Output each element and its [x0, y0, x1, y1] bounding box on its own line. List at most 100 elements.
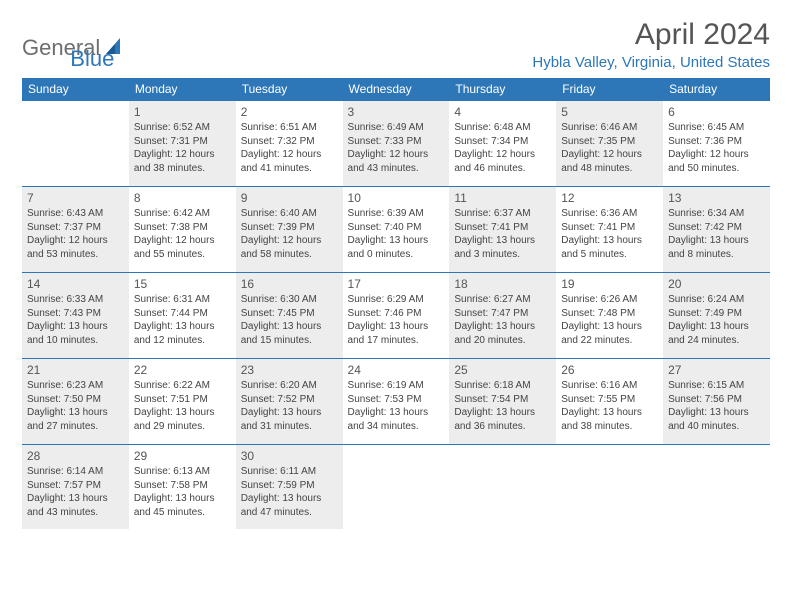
day-info-line: Sunrise: 6:30 AM	[241, 293, 338, 307]
title-block: April 2024 Hybla Valley, Virginia, Unite…	[532, 18, 770, 71]
calendar-body: 1Sunrise: 6:52 AMSunset: 7:31 PMDaylight…	[22, 101, 770, 529]
day-number: 11	[454, 190, 551, 206]
day-info-line: and 27 minutes.	[27, 420, 124, 434]
day-info-line: Sunrise: 6:37 AM	[454, 207, 551, 221]
calendar-cell: 16Sunrise: 6:30 AMSunset: 7:45 PMDayligh…	[236, 273, 343, 359]
day-number: 14	[27, 276, 124, 292]
day-number: 10	[348, 190, 445, 206]
day-info-line: Daylight: 12 hours	[27, 234, 124, 248]
day-info-line: Daylight: 13 hours	[561, 406, 658, 420]
day-info-line: Sunset: 7:47 PM	[454, 307, 551, 321]
day-info-line: Sunset: 7:43 PM	[27, 307, 124, 321]
day-number: 22	[134, 362, 231, 378]
calendar-cell: 14Sunrise: 6:33 AMSunset: 7:43 PMDayligh…	[22, 273, 129, 359]
logo-text-blue: Blue	[70, 46, 114, 72]
day-info-line: Sunrise: 6:11 AM	[241, 465, 338, 479]
day-info-line: Daylight: 13 hours	[348, 320, 445, 334]
day-info-line: Sunset: 7:42 PM	[668, 221, 765, 235]
day-info-line: Sunset: 7:53 PM	[348, 393, 445, 407]
day-info-line: and 34 minutes.	[348, 420, 445, 434]
day-info-line: Sunset: 7:51 PM	[134, 393, 231, 407]
calendar-cell: 2Sunrise: 6:51 AMSunset: 7:32 PMDaylight…	[236, 101, 343, 187]
location-subtitle: Hybla Valley, Virginia, United States	[532, 54, 770, 71]
day-info-line: Sunset: 7:55 PM	[561, 393, 658, 407]
calendar-cell: 11Sunrise: 6:37 AMSunset: 7:41 PMDayligh…	[449, 187, 556, 273]
calendar-cell	[22, 101, 129, 187]
day-info-line: Sunrise: 6:52 AM	[134, 121, 231, 135]
day-info-line: Sunset: 7:54 PM	[454, 393, 551, 407]
day-number: 6	[668, 104, 765, 120]
day-number: 21	[27, 362, 124, 378]
calendar-cell: 5Sunrise: 6:46 AMSunset: 7:35 PMDaylight…	[556, 101, 663, 187]
day-info-line: Sunrise: 6:45 AM	[668, 121, 765, 135]
day-info-line: Sunrise: 6:51 AM	[241, 121, 338, 135]
day-info-line: and 58 minutes.	[241, 248, 338, 262]
day-info-line: Sunrise: 6:27 AM	[454, 293, 551, 307]
day-info-line: Sunset: 7:35 PM	[561, 135, 658, 149]
calendar-cell	[556, 445, 663, 529]
day-info-line: Daylight: 12 hours	[454, 148, 551, 162]
day-info-line: Daylight: 13 hours	[134, 492, 231, 506]
header: General Blue April 2024 Hybla Valley, Vi…	[22, 18, 770, 72]
day-info-line: and 15 minutes.	[241, 334, 338, 348]
calendar-cell: 29Sunrise: 6:13 AMSunset: 7:58 PMDayligh…	[129, 445, 236, 529]
day-number: 4	[454, 104, 551, 120]
day-info-line: Sunset: 7:46 PM	[348, 307, 445, 321]
day-info-line: Sunset: 7:32 PM	[241, 135, 338, 149]
day-info-line: and 47 minutes.	[241, 506, 338, 520]
day-info-line: and 53 minutes.	[27, 248, 124, 262]
day-info-line: Daylight: 13 hours	[348, 234, 445, 248]
day-info-line: Sunset: 7:41 PM	[561, 221, 658, 235]
day-number: 26	[561, 362, 658, 378]
day-info-line: and 36 minutes.	[454, 420, 551, 434]
calendar-cell: 28Sunrise: 6:14 AMSunset: 7:57 PMDayligh…	[22, 445, 129, 529]
day-number: 7	[27, 190, 124, 206]
calendar-cell: 8Sunrise: 6:42 AMSunset: 7:38 PMDaylight…	[129, 187, 236, 273]
calendar-cell: 25Sunrise: 6:18 AMSunset: 7:54 PMDayligh…	[449, 359, 556, 445]
day-info-line: Sunset: 7:50 PM	[27, 393, 124, 407]
day-info-line: Sunset: 7:48 PM	[561, 307, 658, 321]
day-info-line: Sunrise: 6:39 AM	[348, 207, 445, 221]
day-info-line: Sunset: 7:52 PM	[241, 393, 338, 407]
calendar-cell	[343, 445, 450, 529]
day-info-line: and 50 minutes.	[668, 162, 765, 176]
day-header: Wednesday	[343, 78, 450, 101]
day-info-line: Daylight: 13 hours	[241, 406, 338, 420]
day-number: 17	[348, 276, 445, 292]
day-info-line: Sunset: 7:37 PM	[27, 221, 124, 235]
day-header: Monday	[129, 78, 236, 101]
day-info-line: Sunrise: 6:14 AM	[27, 465, 124, 479]
day-header: Sunday	[22, 78, 129, 101]
day-info-line: Daylight: 13 hours	[668, 406, 765, 420]
day-info-line: Sunset: 7:34 PM	[454, 135, 551, 149]
day-info-line: Sunset: 7:41 PM	[454, 221, 551, 235]
day-header: Friday	[556, 78, 663, 101]
day-header: Saturday	[663, 78, 770, 101]
day-info-line: Sunrise: 6:31 AM	[134, 293, 231, 307]
calendar-cell: 15Sunrise: 6:31 AMSunset: 7:44 PMDayligh…	[129, 273, 236, 359]
calendar-cell: 26Sunrise: 6:16 AMSunset: 7:55 PMDayligh…	[556, 359, 663, 445]
day-info-line: Daylight: 13 hours	[454, 234, 551, 248]
day-info-line: Sunrise: 6:15 AM	[668, 379, 765, 393]
calendar-cell	[663, 445, 770, 529]
day-info-line: Daylight: 13 hours	[241, 492, 338, 506]
calendar-table: SundayMondayTuesdayWednesdayThursdayFrid…	[22, 78, 770, 529]
day-info-line: and 31 minutes.	[241, 420, 338, 434]
day-info-line: Sunset: 7:38 PM	[134, 221, 231, 235]
day-info-line: Daylight: 13 hours	[561, 234, 658, 248]
day-number: 30	[241, 448, 338, 464]
day-info-line: Sunrise: 6:19 AM	[348, 379, 445, 393]
day-info-line: Sunrise: 6:23 AM	[27, 379, 124, 393]
day-info-line: and 38 minutes.	[561, 420, 658, 434]
day-number: 5	[561, 104, 658, 120]
calendar-cell: 27Sunrise: 6:15 AMSunset: 7:56 PMDayligh…	[663, 359, 770, 445]
calendar-cell: 9Sunrise: 6:40 AMSunset: 7:39 PMDaylight…	[236, 187, 343, 273]
day-info-line: Daylight: 13 hours	[27, 406, 124, 420]
day-info-line: and 41 minutes.	[241, 162, 338, 176]
day-info-line: Sunset: 7:57 PM	[27, 479, 124, 493]
day-number: 29	[134, 448, 231, 464]
day-info-line: and 17 minutes.	[348, 334, 445, 348]
day-info-line: Daylight: 12 hours	[134, 148, 231, 162]
day-info-line: and 3 minutes.	[454, 248, 551, 262]
calendar-cell: 6Sunrise: 6:45 AMSunset: 7:36 PMDaylight…	[663, 101, 770, 187]
